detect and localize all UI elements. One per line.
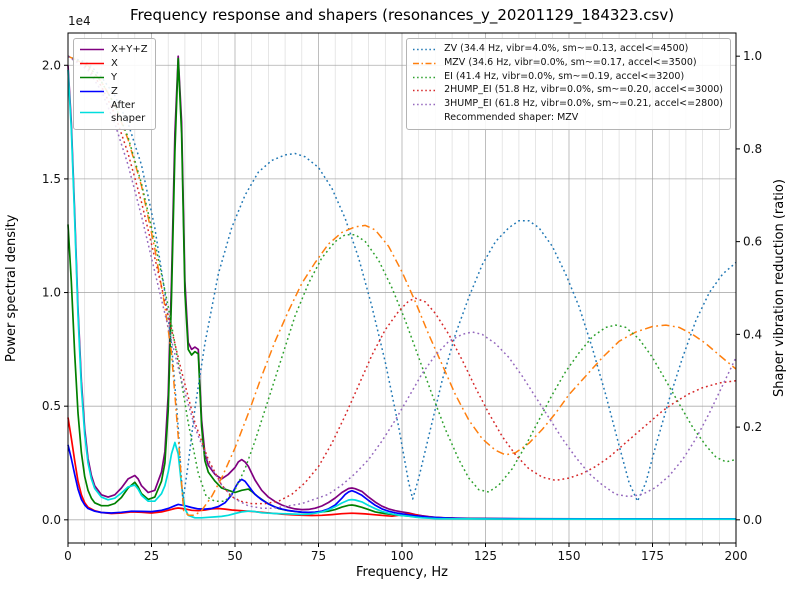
y-left-tick-label: 0.0	[42, 513, 61, 527]
legend-item-after-shaper: After shaper	[79, 99, 148, 125]
x-tick-label: 200	[725, 549, 748, 563]
legend-item-3hump-ei-label: 3HUMP_EI (61.8 Hz, vibr=0.0%, sm~=0.21, …	[444, 98, 723, 110]
legend-swatch	[80, 111, 104, 113]
series-y-line	[67, 57, 736, 520]
legend-swatch	[413, 103, 438, 106]
legend-item-mzv: MZV (34.6 Hz, vibr=0.0%, sm~=0.17, accel…	[412, 57, 723, 70]
legend-item-3hump-ei: 3HUMP_EI (61.8 Hz, vibr=0.0%, sm~=0.21, …	[412, 98, 723, 111]
legend-item-z: Z	[79, 85, 148, 98]
legend-item-x: X	[79, 57, 148, 70]
legend-item-after-shaper-label: After shaper	[111, 100, 146, 124]
x-tick-label: 100	[391, 549, 414, 563]
legend-swatch	[413, 48, 438, 51]
legend-item-mzv-label: MZV (34.6 Hz, vibr=0.0%, sm~=0.17, accel…	[444, 56, 697, 68]
series-mzv-line	[67, 55, 737, 516]
legend-item-ei-label: EI (41.4 Hz, vibr=0.0%, sm~=0.19, accel<…	[444, 70, 685, 82]
legend-item-zv-label: ZV (34.4 Hz, vibr=4.0%, sm~=0.13, accel<…	[444, 43, 689, 54]
legend-swatch	[412, 113, 438, 124]
y-left-tick-label: 0.5	[42, 399, 61, 413]
y-left-tick-label: 1.0	[42, 286, 61, 300]
legend-swatch	[413, 76, 438, 78]
y-right-tick-label: 0.6	[743, 235, 762, 249]
y-right-tick-label: 0.4	[743, 327, 762, 341]
series-z-line	[67, 444, 736, 520]
legend-item-zv: ZV (34.4 Hz, vibr=4.0%, sm~=0.13, accel<…	[412, 43, 723, 56]
shaper-curves	[67, 55, 737, 516]
x-tick-label: 175	[641, 549, 664, 563]
legend-item-y: Y	[79, 71, 148, 84]
x-tick-label: 75	[311, 549, 326, 563]
y-axis-label-right: Shaper vibration reduction (ratio)	[772, 179, 787, 397]
x-tick-label: 0	[64, 549, 72, 563]
y-right-tick-label: 0.0	[743, 513, 762, 527]
ticks: 0 25 50 75 100 125 150 175 200 0.0 0.5 1.0 1.5 2.0 0.0…	[42, 14, 762, 563]
y-axis-offset-label: 1e4	[68, 14, 91, 28]
y-right-tick-label: 0.8	[743, 142, 762, 156]
legend-swatch	[413, 90, 438, 92]
x-axis-label: Frequency, Hz	[355, 565, 449, 580]
x-tick-label: 125	[474, 549, 497, 563]
series-3hump-ei-line	[67, 55, 737, 509]
legend-swatch	[80, 48, 104, 51]
y-left-tick-label: 1.5	[42, 172, 61, 186]
x-tick-label: 150	[558, 549, 581, 563]
series-x-y-z-line	[67, 55, 736, 520]
legend-item-x-y-z-label: X+Y+Z	[111, 44, 148, 55]
y-axis-label-left: Power spectral density	[4, 214, 19, 362]
y-left-tick-label: 2.0	[42, 58, 61, 72]
legend-item-x-label: X	[111, 58, 118, 69]
legend-swatch	[80, 90, 104, 93]
legend-item-recommended: Recommended shaper: MZV	[412, 112, 723, 125]
legend-item-2hump-ei-label: 2HUMP_EI (51.8 Hz, vibr=0.0%, sm~=0.20, …	[444, 84, 723, 96]
legend-item-z-label: Z	[111, 86, 118, 97]
legend-swatch	[80, 76, 104, 79]
legend-item-ei: EI (41.4 Hz, vibr=0.0%, sm~=0.19, accel<…	[412, 71, 723, 84]
shaper-legend: ZV (34.4 Hz, vibr=4.0%, sm~=0.13, accel<…	[406, 38, 731, 130]
y-right-tick-label: 0.2	[743, 420, 762, 434]
legend-item-x-y-z: X+Y+Z	[79, 43, 148, 56]
legend-item-2hump-ei: 2HUMP_EI (51.8 Hz, vibr=0.0%, sm~=0.20, …	[412, 84, 723, 97]
chart-title: Frequency response and shapers (resonanc…	[129, 6, 675, 24]
x-tick-label: 50	[227, 549, 242, 563]
legend-swatch	[80, 62, 104, 65]
legend-swatch	[413, 62, 438, 65]
psd-legend: X+Y+Z X Y Z After shaper	[73, 38, 156, 130]
series-2hump-ei-line	[67, 55, 737, 505]
psd-curves	[67, 55, 736, 520]
x-tick-label: 25	[144, 549, 159, 563]
legend-item-y-label: Y	[111, 72, 118, 83]
y-right-tick-label: 1.0	[743, 49, 762, 63]
legend-item-recommended-label: Recommended shaper: MZV	[444, 112, 579, 124]
series-after-shaper-line	[67, 69, 736, 520]
